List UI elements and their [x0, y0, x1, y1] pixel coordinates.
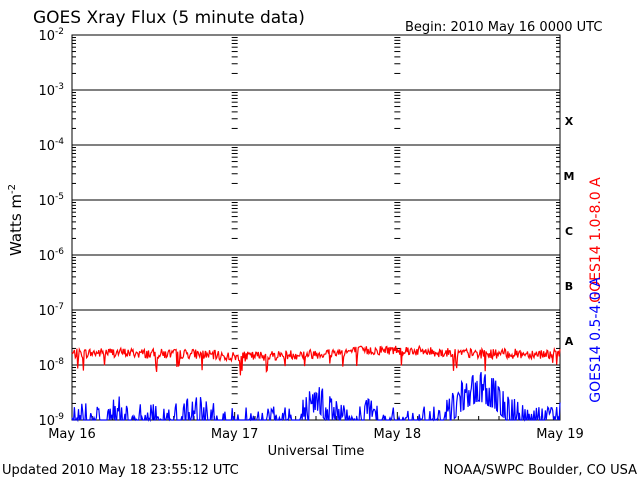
plot-frame [71, 34, 561, 421]
grid [72, 89, 560, 366]
flare-class-label: C [565, 225, 573, 238]
y-tick-label: 10-4 [38, 137, 64, 154]
flare-class-labels: X M C B A [564, 115, 575, 348]
legend-red-label: GOES14 1.0-8.0 A [588, 177, 604, 303]
y-axis-label-text: Watts m [7, 194, 25, 256]
y-tick-label: 10-3 [38, 82, 64, 99]
x-tick-label: May 17 [211, 427, 259, 442]
series-line-long [71, 344, 561, 376]
x-axis-ticks: May 16 May 17 May 18 May 19 [48, 37, 584, 442]
y-tick-label: 10-5 [38, 192, 64, 209]
y-tick-label: 10-6 [38, 247, 64, 264]
updated-label: Updated 2010 May 18 23:55:12 UTC [2, 463, 239, 478]
y-tick-label: 10-2 [38, 27, 64, 44]
series-line-short [71, 372, 561, 423]
y-axis-label: Watts m-2 [7, 184, 25, 256]
x-axis-label: Universal Time [268, 444, 365, 459]
y-axis-ticks: 10-2 10-3 10-4 10-5 10-6 10-7 10-8 10-9 [38, 27, 560, 429]
y-tick-label: 10-7 [38, 302, 64, 319]
flare-class-label: X [565, 115, 574, 128]
flare-class-label: A [565, 335, 574, 348]
source-label: NOAA/SWPC Boulder, CO USA [444, 463, 637, 478]
x-tick-label: May 16 [48, 427, 96, 442]
begin-label: Begin: 2010 May 16 0000 UTC [405, 20, 602, 35]
flare-class-label: M [564, 170, 575, 183]
y-tick-label: 10-9 [38, 412, 64, 429]
y-axis-label-exponent: -2 [7, 184, 18, 194]
x-tick-label: May 18 [374, 427, 422, 442]
x-tick-label: May 19 [536, 427, 584, 442]
legend-blue-label: GOES14 0.5-4.0 A [588, 277, 604, 403]
legend-red-group: GOES14 1.0-8.0 A [588, 177, 604, 303]
y-tick-label: 10-8 [38, 357, 64, 374]
series-lines [71, 344, 561, 423]
legend-blue-group: GOES14 0.5-4.0 A [588, 277, 604, 403]
chart-title: GOES Xray Flux (5 minute data) [33, 8, 305, 28]
y-axis-label-group: Watts m-2 [7, 184, 25, 256]
flare-class-label: B [565, 280, 573, 293]
